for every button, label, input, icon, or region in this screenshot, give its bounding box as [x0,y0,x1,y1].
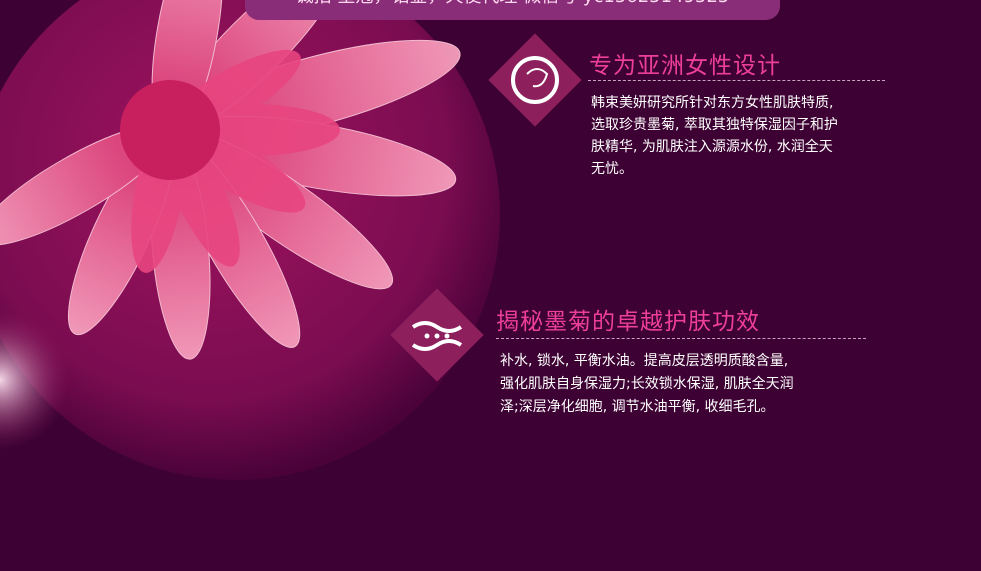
section-title: 专为亚洲女性设计 [589,53,781,79]
banner: 诚招 皇冠，铂金，天使代理 微信号 yc15625149525 [245,0,780,20]
divider [496,338,866,339]
section-title: 揭秘墨菊的卓越护肤功效 [496,309,760,335]
paragraph-line: 补水, 锁水, 平衡水油。提高皮层透明质酸含量, [500,353,789,369]
light-spot [0,310,70,450]
paragraph-line: 肤精华, 为肌肤注入源源水份, 水润全天 [591,139,833,155]
flower [0,0,461,360]
paragraph-line: 无忧。 [591,161,633,177]
paragraph-line: 选取珍贵墨菊, 萃取其独特保湿因子和护 [591,117,838,133]
icon-design [488,33,582,127]
paragraph-line: 韩束美妍研究所针对东方女性肌肤特质, [591,95,834,111]
paragraph-line: 强化肌肤自身保湿力;长效锁水保湿, 肌肤全天润 [500,376,794,392]
divider [588,80,885,81]
paragraph-line: 泽;深层净化细胞, 调节水油平衡, 收细毛孔。 [500,399,775,415]
